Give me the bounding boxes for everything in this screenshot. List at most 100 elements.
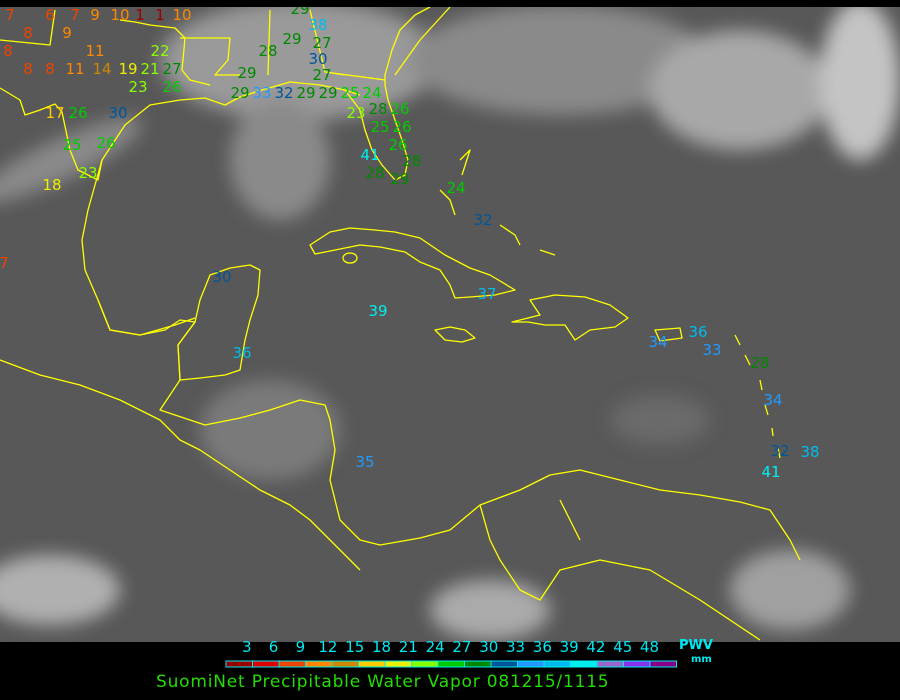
coastlines: [0, 7, 801, 641]
station-pwv-label: 26: [68, 104, 87, 122]
station-pwv-label: 30: [212, 268, 231, 286]
station-pwv-label: 11: [85, 42, 104, 60]
station-pwv-label: 24: [362, 84, 381, 102]
station-pwv-label: 34: [763, 391, 782, 409]
station-pwv-label: 6: [45, 7, 55, 24]
station-pwv-label: 28: [368, 100, 387, 118]
cloud-layer: [0, 7, 900, 640]
cuba: [309, 227, 516, 299]
legend-tick-label: 39: [559, 638, 579, 656]
legend-color-box: [437, 660, 465, 668]
station-pwv-label: 37: [477, 285, 496, 303]
station-pwv-label: 8: [45, 60, 55, 78]
station-pwv-label: 27: [162, 60, 181, 78]
legend-tick-label: 6: [268, 638, 279, 656]
legend-color-box: [358, 660, 386, 668]
legend-tick-label: 48: [640, 638, 660, 656]
station-pwv-label: 29: [230, 84, 249, 102]
legend-tick-label: 33: [506, 638, 526, 656]
station-pwv-label: 29: [318, 84, 337, 102]
legend-color-box: [331, 660, 359, 668]
legend-color-box: [517, 660, 545, 668]
pacific-coast: [0, 359, 361, 571]
station-pwv-label: 32: [473, 211, 492, 229]
station-pwv-label: 1: [155, 7, 165, 24]
texas-coast-south: [81, 159, 196, 336]
station-pwv-label: 41: [761, 463, 780, 481]
station-pwv-label: 11: [65, 60, 84, 78]
station-pwv-label: 41: [360, 146, 379, 164]
station-pwv-label: 24: [446, 179, 465, 197]
station-pwv-label: 28: [365, 164, 384, 182]
legend-tick-label: 42: [586, 638, 606, 656]
station-pwv-label: 27: [312, 66, 331, 84]
lesser-antilles: [734, 334, 781, 459]
legend-tick-label: 3: [242, 638, 252, 656]
station-pwv-label: 27: [312, 34, 331, 52]
legend-tick-label: 21: [398, 638, 418, 656]
hispaniola: [511, 294, 629, 341]
gulf-coast-us: [0, 81, 361, 181]
station-pwv-label: 18: [42, 176, 61, 194]
south-america-borders: [479, 499, 761, 641]
station-pwv-label: 19: [118, 60, 137, 78]
legend-color-box: [278, 660, 306, 668]
station-pwv-label: 26: [96, 134, 115, 152]
station-pwv-label: 14: [92, 60, 111, 78]
legend-tick-label: 36: [532, 638, 552, 656]
station-pwv-label: 17: [45, 104, 64, 122]
us-state-borders: [0, 7, 451, 86]
legend-tick-label: 12: [318, 638, 338, 656]
station-pwv-label: 26: [388, 136, 407, 154]
legend-color-box: [649, 660, 677, 668]
florida: [344, 7, 431, 181]
legend-tick-label: 30: [479, 638, 499, 656]
legend-tick-label: 18: [372, 638, 392, 656]
station-pwv-label: 21: [140, 60, 159, 78]
station-pwv-label: 32: [274, 84, 293, 102]
station-pwv-label: 35: [355, 453, 374, 471]
station-pwv-label: 9: [62, 24, 72, 42]
station-pwv-label: 10: [110, 7, 129, 24]
station-pwv-label: 8: [3, 42, 13, 60]
legend-color-box: [570, 660, 598, 668]
station-pwv-label: 30: [108, 104, 127, 122]
station-pwv-label: 9: [90, 7, 100, 24]
station-pwv-label: 28: [750, 354, 769, 372]
legend-color-box: [596, 660, 624, 668]
station-pwv-label: 23: [346, 104, 365, 122]
legend-color-box: [411, 660, 439, 668]
legend-color-box: [252, 660, 280, 668]
station-pwv-label: 28: [402, 152, 421, 170]
station-pwv-label: 22: [150, 42, 169, 60]
legend-color-box: [225, 660, 253, 668]
station-pwv-label: 7: [70, 7, 80, 24]
station-pwv-label: 23: [128, 78, 147, 96]
legend-tick-label: 45: [613, 638, 633, 656]
station-pwv-label: 26: [392, 118, 411, 136]
station-pwv-label: 32: [770, 442, 789, 460]
station-pwv-label: 30: [308, 50, 327, 68]
station-pwv-label: 34: [648, 333, 667, 351]
legend-color-box: [305, 660, 333, 668]
station-pwv-label: 25: [62, 136, 81, 154]
station-pwv-label: 25: [340, 84, 359, 102]
station-pwv-label: 10: [172, 7, 191, 24]
legend-tick-label: 27: [452, 638, 472, 656]
legend-unit-label: PWV: [679, 638, 713, 653]
station-pwv-label: 29: [296, 84, 315, 102]
isle-of-youth: [342, 252, 358, 264]
station-pwv-label: 39: [368, 302, 387, 320]
jamaica: [434, 326, 476, 343]
mexico-central-america: [97, 299, 801, 561]
station-pwv-label: 36: [688, 323, 707, 341]
station-pwv-label: 23: [78, 164, 97, 182]
map-title: SuomiNet Precipitable Water Vapor 081215…: [156, 672, 610, 692]
station-pwv-label: 29: [290, 7, 309, 18]
legend-tick-label: 9: [295, 638, 306, 656]
station-pwv-label: 25: [370, 118, 389, 136]
legend-color-box: [623, 660, 651, 668]
station-pwv-label: 26: [390, 100, 409, 118]
legend-color-box: [543, 660, 571, 668]
